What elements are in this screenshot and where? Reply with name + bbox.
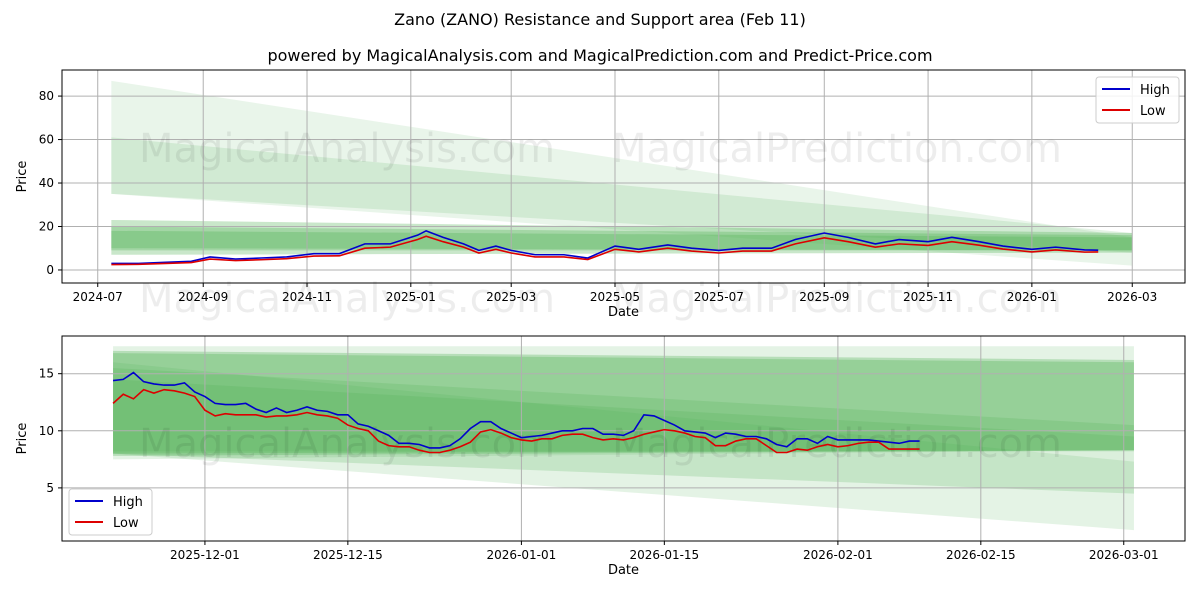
x-tick-label: 2025-09 — [799, 290, 849, 304]
series-line-high — [112, 371, 920, 449]
watermark: MagicalPrediction.com — [612, 421, 1062, 467]
y-tick-label: 20 — [39, 219, 54, 233]
support-resistance-band — [111, 219, 1133, 255]
x-tick-label: 2025-11 — [903, 290, 953, 304]
x-tick-label: 2026-02-15 — [946, 548, 1016, 562]
x-tick-label: 2026-01 — [1007, 290, 1057, 304]
x-tick-label: 2024-11 — [282, 290, 332, 304]
watermark: MagicalAnalysis.com — [139, 126, 555, 172]
watermark: MagicalAnalysis.com — [139, 276, 555, 322]
y-tick-label: 40 — [39, 176, 54, 190]
chart-title: Zano (ZANO) Resistance and Support area … — [394, 10, 806, 29]
y-tick-label: 15 — [39, 367, 54, 381]
x-tick-label: 2025-05 — [590, 290, 640, 304]
series-line-low — [111, 235, 1099, 266]
legend: High Low — [1095, 76, 1180, 124]
support-resistance-band — [111, 230, 1133, 251]
legend-label-high: High — [1140, 83, 1170, 98]
y-tick-label: 5 — [46, 481, 54, 495]
x-tick-label: 2025-12-15 — [313, 548, 383, 562]
x-tick-label: 2026-01-01 — [487, 548, 557, 562]
y-tick-label: 60 — [39, 133, 54, 147]
x-tick-label: 2026-03 — [1107, 290, 1157, 304]
x-tick-label: 2025-07 — [694, 290, 744, 304]
legend: High Low — [68, 488, 153, 536]
x-tick-label: 2024-09 — [178, 290, 228, 304]
x-tick-label: 2025-03 — [486, 290, 536, 304]
x-tick-label: 2025-12-01 — [170, 548, 240, 562]
watermark: MagicalAnalysis.com — [139, 421, 555, 467]
series-line-low — [112, 388, 920, 454]
watermark: MagicalPrediction.com — [612, 276, 1062, 322]
support-resistance-band — [113, 350, 1134, 456]
legend-label-high: High — [113, 495, 143, 510]
support-resistance-band — [111, 137, 1133, 253]
x-tick-label: 2024-07 — [73, 290, 123, 304]
y-tick-label: 80 — [39, 89, 54, 103]
x-tick-label: 2026-01-15 — [629, 548, 699, 562]
y-tick-label: 10 — [39, 424, 54, 438]
x-axis-label: Date — [608, 305, 639, 320]
x-tick-label: 2026-02-01 — [803, 548, 873, 562]
plot-1: 2024-07 2024-09 2024-11 2025-01 2025-03 2025-… — [15, 69, 1186, 322]
x-axis-label: Date — [608, 563, 639, 578]
x-tick-label: 2025-01 — [386, 290, 436, 304]
watermark: MagicalPrediction.com — [612, 126, 1062, 172]
y-tick-label: 0 — [46, 263, 54, 277]
legend-label-low: Low — [1140, 104, 1166, 119]
axes-frame — [61, 69, 1186, 284]
support-resistance-band — [113, 353, 1134, 454]
x-tick-label: 2026-03-01 — [1089, 548, 1159, 562]
chart-subtitle: powered by MagicalAnalysis.com and Magic… — [267, 46, 933, 65]
series-line-high — [111, 229, 1099, 265]
y-axis-label: Price — [15, 423, 30, 455]
axes-frame — [61, 335, 1186, 542]
support-resistance-band — [113, 379, 1134, 452]
plot-2: 2025-12-01 2025-12-15 2026-01-01 2026-01-15… — [15, 335, 1186, 578]
support-resistance-band — [111, 80, 1133, 266]
y-axis-label: Price — [15, 161, 30, 193]
legend-label-low: Low — [113, 516, 139, 531]
